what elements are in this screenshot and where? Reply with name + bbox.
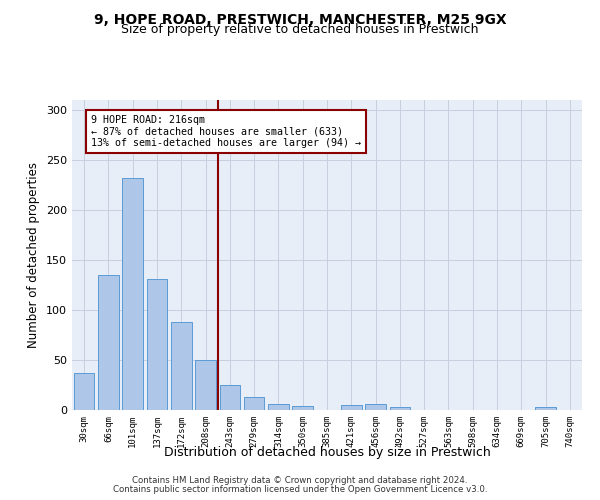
Text: Contains HM Land Registry data © Crown copyright and database right 2024.: Contains HM Land Registry data © Crown c… xyxy=(132,476,468,485)
Bar xyxy=(74,373,94,410)
Bar xyxy=(220,385,240,410)
Bar xyxy=(389,407,410,410)
Text: Contains public sector information licensed under the Open Government Licence v3: Contains public sector information licen… xyxy=(113,485,487,494)
Bar xyxy=(341,405,362,410)
Bar xyxy=(171,322,191,410)
Text: Distribution of detached houses by size in Prestwich: Distribution of detached houses by size … xyxy=(164,446,490,459)
Bar xyxy=(195,360,216,410)
Bar xyxy=(98,275,119,410)
Text: 9, HOPE ROAD, PRESTWICH, MANCHESTER, M25 9GX: 9, HOPE ROAD, PRESTWICH, MANCHESTER, M25… xyxy=(94,12,506,26)
Text: 9 HOPE ROAD: 216sqm
← 87% of detached houses are smaller (633)
13% of semi-detac: 9 HOPE ROAD: 216sqm ← 87% of detached ho… xyxy=(91,115,361,148)
Bar xyxy=(122,178,143,410)
Text: Size of property relative to detached houses in Prestwich: Size of property relative to detached ho… xyxy=(121,22,479,36)
Bar xyxy=(244,397,265,410)
Bar xyxy=(535,407,556,410)
Bar xyxy=(268,404,289,410)
Y-axis label: Number of detached properties: Number of detached properties xyxy=(28,162,40,348)
Bar xyxy=(365,404,386,410)
Bar xyxy=(292,406,313,410)
Bar xyxy=(146,279,167,410)
